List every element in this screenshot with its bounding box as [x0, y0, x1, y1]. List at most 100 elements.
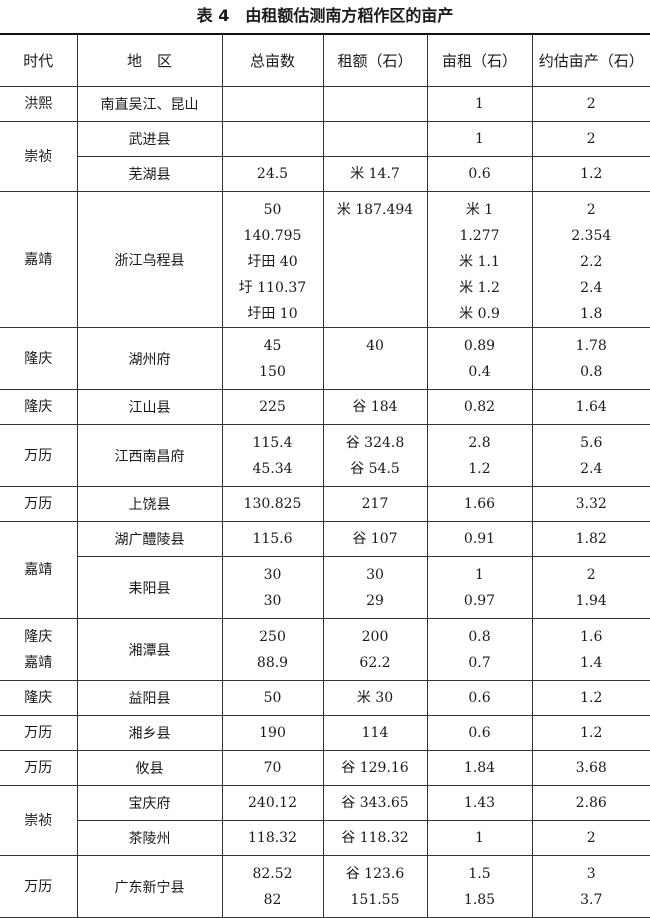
cell-line: 0.6: [428, 720, 532, 746]
yield-cell: 2: [532, 87, 650, 122]
total-cell: 225: [222, 390, 323, 425]
cell-line: 0.82: [428, 394, 532, 420]
rent-cell: [323, 87, 427, 122]
cell-line: 0.7: [428, 650, 532, 676]
per-mu-cell: 0.6: [427, 157, 532, 192]
cell-line: 30: [324, 562, 427, 588]
yield-cell: 1.2: [532, 681, 650, 716]
header-cell: 地 区: [77, 34, 222, 87]
cell-line: 万历: [0, 720, 77, 746]
total-cell: 24.5: [222, 157, 323, 192]
cell-line: 嘉靖: [0, 650, 77, 676]
rent-cell: 40: [323, 328, 427, 390]
cell-line: 45.34: [223, 456, 323, 482]
cell-line: 2: [533, 825, 650, 851]
region-cell: 益阳县: [77, 681, 222, 716]
cell-line: 0.4: [428, 359, 532, 385]
yield-cell: 3.68: [532, 751, 650, 786]
total-cell: 118.32: [222, 821, 323, 856]
cell-line: 1.277: [428, 223, 532, 249]
cell-line: 崇祯: [0, 808, 77, 834]
era-cell: 万历: [0, 856, 77, 918]
cell-line: 洪熙: [0, 91, 77, 117]
cell-line: 0.97: [428, 588, 532, 614]
header-cell: 亩租（石）: [427, 34, 532, 87]
cell-line: 2.2: [533, 249, 650, 275]
era-cell: 崇祯: [0, 122, 77, 192]
header-cell: 总亩数: [222, 34, 323, 87]
per-mu-cell: 0.6: [427, 681, 532, 716]
cell-line: 米 1: [428, 197, 532, 223]
cell-line: 圩 110.37: [223, 275, 323, 301]
region-cell: 耒阳县: [77, 557, 222, 619]
cell-line: 米 1.2: [428, 275, 532, 301]
rent-cell: 谷 343.65: [323, 786, 427, 821]
total-cell: [222, 87, 323, 122]
cell-line: 隆庆: [0, 346, 77, 372]
cell-line: 3.7: [533, 887, 650, 913]
rent-cell: 谷 129.16: [323, 751, 427, 786]
cell-line: 1: [428, 825, 532, 851]
region-cell: 浙江乌程县: [77, 192, 222, 328]
cell-line: 30: [223, 562, 323, 588]
total-cell: 130.825: [222, 487, 323, 522]
header-cell: 租额（石）: [323, 34, 427, 87]
per-mu-cell: 1.84: [427, 751, 532, 786]
cell-line: 45: [223, 333, 323, 359]
yield-cell: 1.2: [532, 157, 650, 192]
cell-line: 40: [324, 333, 427, 359]
cell-line: 1: [428, 126, 532, 152]
cell-line: 2: [533, 197, 650, 223]
cell-line: 嘉靖: [0, 247, 77, 273]
cell-line: 1.84: [428, 755, 532, 781]
cell-line: 217: [324, 491, 427, 517]
cell-line: 1.2: [533, 685, 650, 711]
cell-line: 2: [533, 126, 650, 152]
region-cell: 湘乡县: [77, 716, 222, 751]
cell-line: 114: [324, 720, 427, 746]
yield-cell: 3.32: [532, 487, 650, 522]
rent-cell: 217: [323, 487, 427, 522]
cell-line: 1.8: [533, 301, 650, 327]
cell-line: 1.64: [533, 394, 650, 420]
cell-line: 谷 184: [324, 394, 427, 420]
cell-line: 万历: [0, 443, 77, 469]
cell-line: 70: [223, 755, 323, 781]
region-cell: 南直吴江、昆山: [77, 87, 222, 122]
cell-line: 1.2: [533, 720, 650, 746]
per-mu-cell: 1: [427, 122, 532, 157]
cell-line: 隆庆: [0, 685, 77, 711]
cell-line: 29: [324, 588, 427, 614]
cell-line: 30: [223, 588, 323, 614]
region-cell: 上饶县: [77, 487, 222, 522]
cell-line: 圩田 40: [223, 249, 323, 275]
rent-cell: 谷 107: [323, 522, 427, 557]
cell-line: 米 30: [324, 685, 427, 711]
cell-line: 62.2: [324, 650, 427, 676]
era-cell: 嘉靖: [0, 522, 77, 619]
cell-line: 24.5: [223, 161, 323, 187]
cell-line: 谷 107: [324, 526, 427, 552]
cell-line: 2: [533, 562, 650, 588]
cell-line: 3.32: [533, 491, 650, 517]
era-cell: 隆庆嘉靖: [0, 619, 77, 681]
cell-line: 200: [324, 624, 427, 650]
cell-line: 3.68: [533, 755, 650, 781]
region-cell: 湘潭县: [77, 619, 222, 681]
cell-line: 151.55: [324, 887, 427, 913]
cell-line: 2.354: [533, 223, 650, 249]
cell-line: 谷 123.6: [324, 861, 427, 887]
